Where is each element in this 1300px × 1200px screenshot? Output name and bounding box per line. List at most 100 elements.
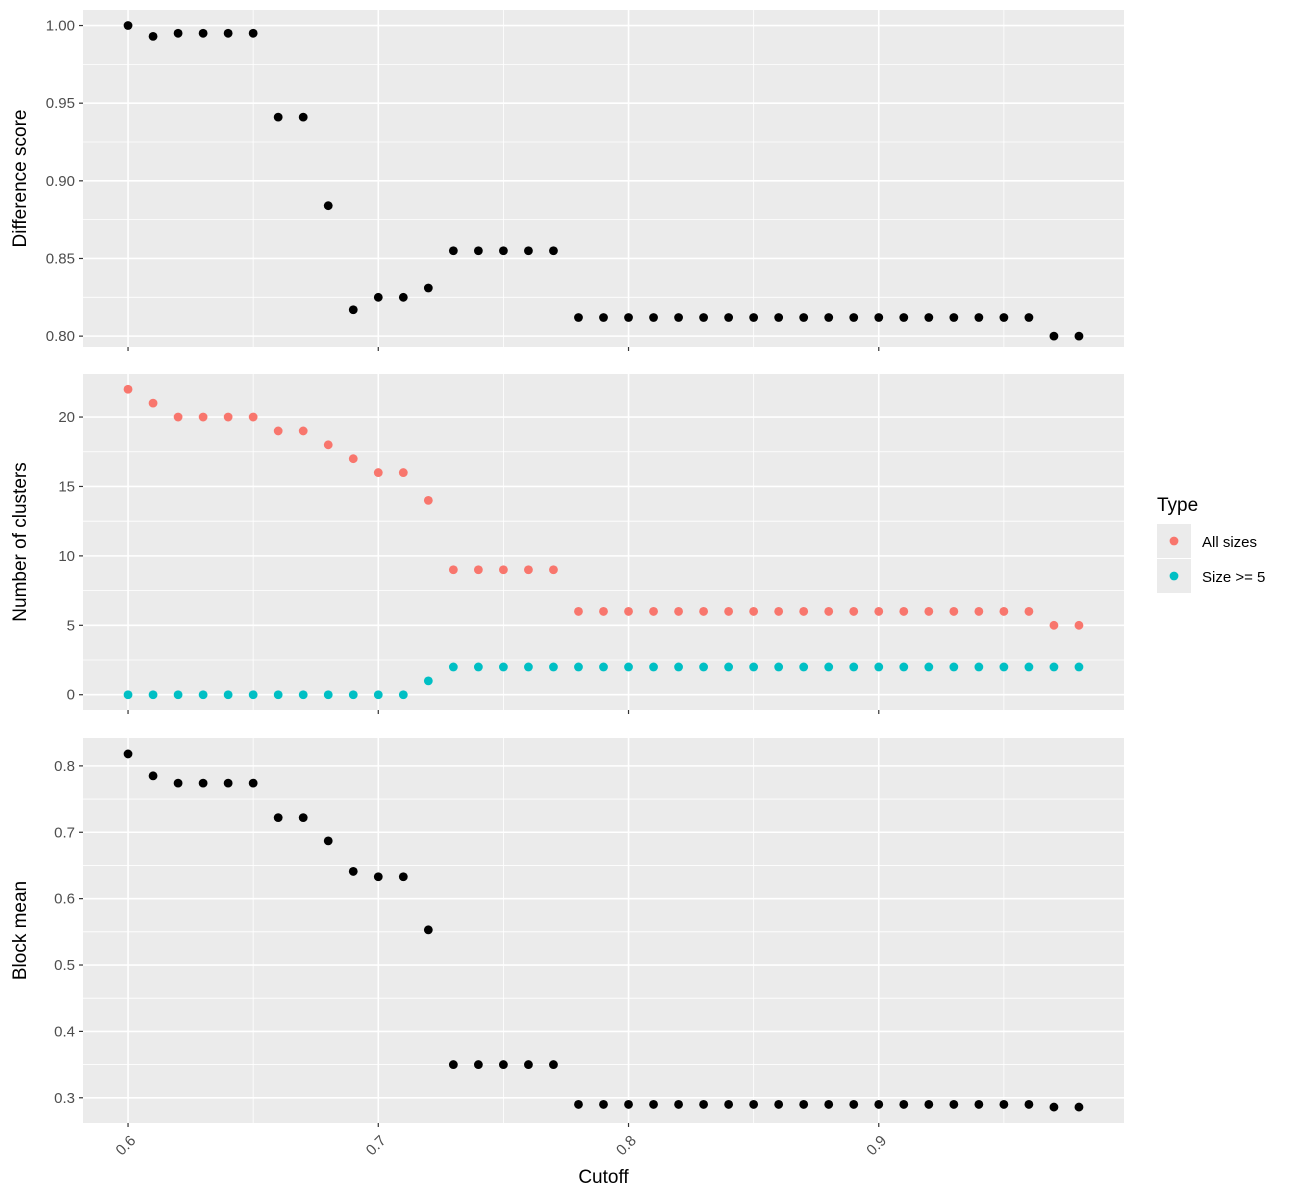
data-point [298,112,308,122]
y-tick-label: 0.95 [46,95,75,112]
data-point [499,1060,508,1069]
data-point [173,28,183,38]
data-point [423,676,433,686]
data-point [323,201,333,211]
data-point [248,412,258,422]
data-point [348,867,358,876]
panel-background [83,10,1124,347]
data-point [799,607,809,616]
data-point [148,771,158,781]
data-point [273,426,283,436]
data-point [473,1060,483,1069]
data-point [248,690,258,700]
data-point [824,662,834,672]
y-axis-title: Number of clusters [10,462,31,621]
data-point [649,662,658,672]
data-point [899,662,909,672]
data-point [448,1060,458,1069]
y-axis-title: Block mean [10,881,31,980]
data-point [624,1100,633,1109]
data-point [774,313,784,322]
data-point [749,1100,759,1109]
y-tick-label: 0.4 [54,1023,75,1040]
data-point [473,565,483,575]
data-point [749,313,759,322]
data-point [599,662,608,672]
data-point [774,1100,784,1109]
data-point [674,1100,683,1109]
data-point [824,1100,834,1109]
x-tick-label: 0.9 [863,1132,890,1159]
data-point [549,246,558,256]
data-point [524,662,533,672]
data-point [273,112,283,122]
data-point [524,565,533,575]
data-point [574,1100,583,1109]
data-point [148,32,158,41]
data-point [874,313,884,322]
data-point [499,662,508,672]
data-point [298,813,308,823]
data-point [574,313,583,322]
data-point [624,662,633,672]
data-point [874,1100,884,1109]
y-axis-title: Difference score [10,110,31,248]
data-point [323,440,333,450]
y-tick-label: 0.90 [46,173,75,190]
data-point [373,872,383,882]
data-point [223,412,233,422]
y-tick-label: 10 [58,548,75,565]
y-tick-label: 0.5 [54,957,75,974]
data-point [999,662,1009,672]
data-point [248,778,258,788]
data-point [1074,1102,1084,1112]
data-point [123,690,133,700]
data-point [248,28,258,38]
data-point [273,690,283,700]
data-point [223,690,233,700]
data-point [724,607,734,616]
data-point [699,313,708,322]
data-point [624,607,633,616]
legend-label: Size >= 5 [1202,569,1265,586]
data-point [1024,662,1034,672]
data-point [1074,620,1084,630]
data-point [198,412,208,422]
data-point [874,607,884,616]
data-point [974,607,984,616]
y-tick-label: 5 [67,617,75,634]
data-point [599,313,608,322]
y-tick-label: 0.80 [46,328,75,345]
y-tick-label: 0.7 [54,824,75,841]
y-tick-label: 0 [67,687,75,704]
data-point [774,607,784,616]
data-point [1074,331,1084,341]
data-point [1024,1100,1034,1109]
data-point [724,1100,734,1109]
data-point [574,607,583,616]
y-tick-label: 15 [58,478,75,495]
panel-background [83,738,1124,1123]
y-tick-label: 0.85 [46,250,75,267]
data-point [223,28,233,38]
data-point [949,662,959,672]
data-point [198,690,208,700]
data-point [549,1060,558,1069]
data-point [173,412,183,422]
data-point [874,662,884,672]
data-point [849,662,859,672]
data-point [774,662,784,672]
data-point [849,313,859,322]
data-point [849,607,859,616]
panel-2: 0 5 10 15 20 Number of clusters [10,374,1124,714]
data-point [298,426,308,436]
data-point [123,749,133,759]
x-tick-label: 0.6 [113,1132,140,1159]
data-point [899,607,909,616]
y-tick-label: 20 [58,409,75,426]
data-point [423,495,433,505]
data-point [323,690,333,700]
series-2 [123,662,1084,700]
data-point [173,690,183,700]
data-point [1049,1102,1059,1112]
